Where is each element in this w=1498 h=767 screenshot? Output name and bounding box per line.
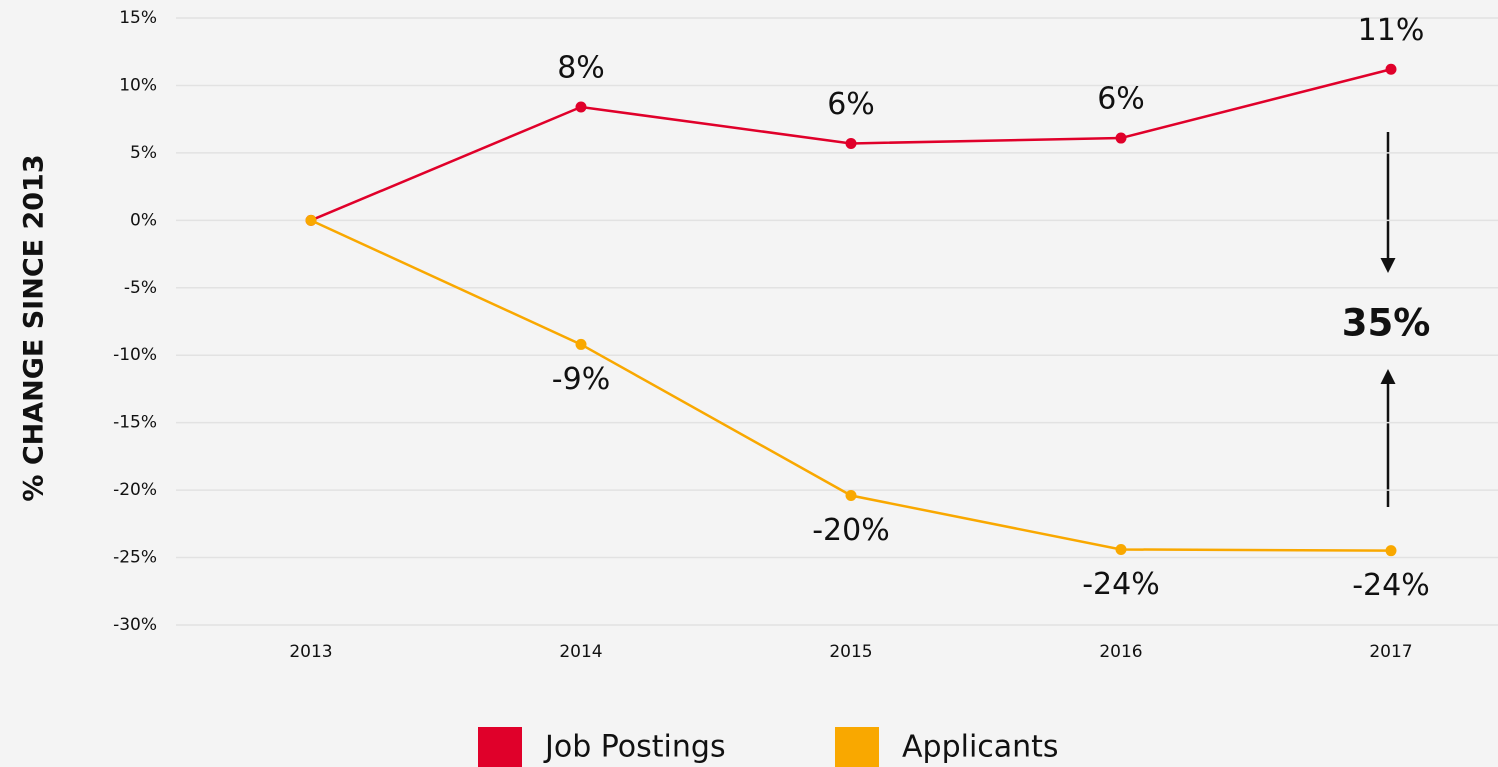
- legend-swatch: [478, 727, 522, 767]
- data-label: 6%: [827, 87, 875, 122]
- data-label: -20%: [812, 513, 890, 548]
- point: [1115, 132, 1127, 144]
- annotation: 35%: [1342, 302, 1431, 345]
- x-tick-label: 2017: [1369, 642, 1412, 662]
- point: [305, 214, 317, 226]
- point: [575, 338, 587, 350]
- y-tick-label: -30%: [113, 615, 157, 635]
- y-tick-label: 15%: [119, 8, 157, 28]
- legend-swatch: [835, 727, 879, 767]
- data-label: 6%: [1097, 82, 1145, 117]
- data-label: 11%: [1358, 13, 1425, 48]
- point: [1385, 545, 1397, 557]
- y-tick-label: -25%: [113, 548, 157, 568]
- point: [1385, 63, 1397, 75]
- point: [845, 490, 857, 502]
- point: [845, 137, 857, 149]
- y-tick-label: -15%: [113, 413, 157, 433]
- y-tick-label: -10%: [113, 345, 157, 365]
- point: [575, 101, 587, 113]
- y-tick-label: 10%: [119, 75, 157, 95]
- y-tick-label: 0%: [130, 210, 157, 230]
- x-tick-label: 2016: [1099, 642, 1142, 662]
- data-label: 8%: [557, 51, 605, 86]
- series-line: [310, 219, 1392, 552]
- x-tick-label: 2015: [829, 642, 872, 662]
- y-tick-label: -5%: [124, 278, 157, 298]
- data-label: -24%: [1082, 567, 1160, 602]
- y-tick-label: 5%: [130, 143, 157, 163]
- y-tick-label: -20%: [113, 480, 157, 500]
- data-label: -24%: [1352, 568, 1430, 603]
- x-tick-label: 2014: [559, 642, 602, 662]
- y-axis-label: % CHANGE SINCE 2013: [19, 154, 50, 501]
- legend-label: Job Postings: [543, 730, 726, 765]
- legend-label: Applicants: [902, 730, 1059, 765]
- x-tick-label: 2013: [289, 642, 332, 662]
- point: [1115, 543, 1127, 555]
- data-label: -9%: [552, 362, 610, 397]
